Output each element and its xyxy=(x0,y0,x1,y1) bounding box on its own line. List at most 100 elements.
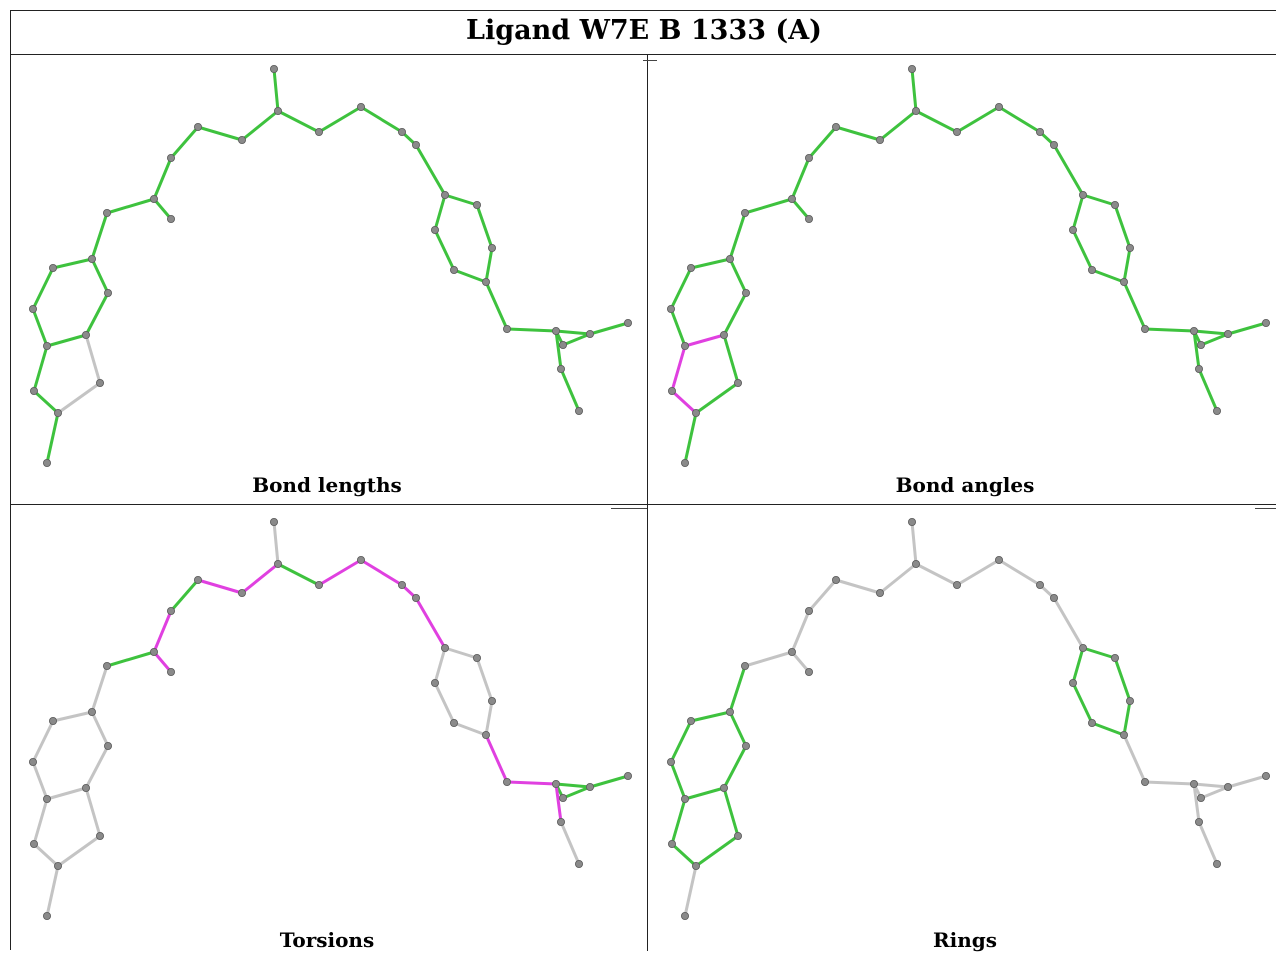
panel-divider-horizontal xyxy=(11,504,1276,505)
bond xyxy=(359,558,404,587)
bond xyxy=(554,329,592,336)
atom xyxy=(397,128,406,137)
bond xyxy=(1226,321,1268,336)
atom xyxy=(82,330,91,339)
atom xyxy=(687,263,696,272)
atom xyxy=(666,757,675,766)
atom xyxy=(356,556,365,565)
atom xyxy=(88,254,97,263)
bond xyxy=(722,744,748,790)
bond xyxy=(1090,268,1126,284)
bond xyxy=(1071,646,1085,685)
atom xyxy=(1087,265,1096,274)
atom xyxy=(1262,318,1271,327)
bond xyxy=(272,520,280,566)
bond xyxy=(1122,246,1132,284)
atom xyxy=(1078,643,1087,652)
atom xyxy=(29,386,38,395)
atom xyxy=(54,861,63,870)
divider-tick-top xyxy=(643,60,657,61)
panel-caption-torsions: Torsions xyxy=(279,928,375,952)
atom xyxy=(49,716,58,725)
bond xyxy=(689,710,732,723)
atom xyxy=(559,793,568,802)
atom xyxy=(440,643,449,652)
atom xyxy=(440,190,449,199)
bond xyxy=(1122,280,1147,331)
atom xyxy=(720,330,729,339)
atom xyxy=(552,779,561,788)
bond xyxy=(554,782,592,789)
atom xyxy=(1190,779,1199,788)
figure-title: Ligand W7E B 1333 (A) xyxy=(11,11,1276,55)
atom xyxy=(54,408,63,417)
atom xyxy=(166,214,175,223)
bond xyxy=(32,344,49,393)
bond xyxy=(1071,228,1094,272)
bond xyxy=(790,156,811,201)
atom xyxy=(1125,243,1134,252)
bond xyxy=(670,842,698,868)
figure-frame: Ligand W7E B 1333 (A) Bond lengths Bond … xyxy=(10,10,1276,952)
bond xyxy=(670,389,698,415)
atom xyxy=(831,576,840,585)
atom xyxy=(273,560,282,569)
bond xyxy=(914,109,959,134)
atom xyxy=(804,667,813,676)
bond xyxy=(722,786,740,838)
panel-rings: Rings xyxy=(649,508,1276,956)
atom xyxy=(397,581,406,590)
bond xyxy=(433,228,456,272)
atom xyxy=(667,386,676,395)
atom xyxy=(1224,329,1233,338)
atom xyxy=(624,318,633,327)
atom xyxy=(681,341,690,350)
atom xyxy=(552,326,561,335)
bond xyxy=(669,760,687,801)
atom xyxy=(103,208,112,217)
bond xyxy=(807,125,838,160)
bond xyxy=(790,650,811,674)
atom xyxy=(449,718,458,727)
atom xyxy=(28,757,37,766)
atom xyxy=(472,200,481,209)
bond xyxy=(1113,656,1132,703)
atom xyxy=(149,194,158,203)
bond xyxy=(84,744,110,790)
bond xyxy=(31,719,55,764)
atom xyxy=(103,661,112,670)
bond xyxy=(152,197,173,221)
bond xyxy=(728,664,747,714)
bond xyxy=(45,786,88,801)
bond xyxy=(683,333,726,348)
atom xyxy=(1110,653,1119,662)
bond xyxy=(169,125,200,160)
atom xyxy=(28,304,37,313)
atom xyxy=(831,123,840,132)
atom xyxy=(314,128,323,137)
atom xyxy=(43,794,52,803)
molecule-diagram-torsions xyxy=(28,517,633,920)
bond xyxy=(997,105,1042,134)
bond xyxy=(317,558,363,587)
bond xyxy=(1192,782,1201,824)
bond xyxy=(105,197,156,215)
atom xyxy=(481,730,490,739)
atom xyxy=(911,560,920,569)
atom xyxy=(1213,859,1222,868)
atom xyxy=(734,831,743,840)
bond xyxy=(414,143,447,197)
bond xyxy=(561,332,592,347)
atom xyxy=(1197,793,1206,802)
bond xyxy=(51,257,94,270)
atom xyxy=(726,707,735,716)
bond xyxy=(669,719,693,764)
atom xyxy=(692,408,701,417)
bond xyxy=(878,109,918,142)
bond xyxy=(45,864,60,918)
atom xyxy=(1140,777,1149,786)
atom xyxy=(356,103,365,112)
bond xyxy=(475,656,494,703)
divider-tick-middle xyxy=(611,508,647,509)
bond xyxy=(728,211,747,261)
